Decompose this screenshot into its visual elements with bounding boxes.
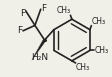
Text: F: F: [20, 9, 25, 18]
Text: H₂N: H₂N: [31, 53, 48, 62]
Text: CH₃: CH₃: [75, 63, 89, 72]
Text: CH₃: CH₃: [56, 6, 70, 15]
Text: F: F: [17, 26, 22, 34]
Text: F: F: [41, 4, 46, 13]
Polygon shape: [32, 39, 45, 60]
Text: CH₃: CH₃: [93, 46, 107, 55]
Text: CH₃: CH₃: [90, 17, 104, 26]
